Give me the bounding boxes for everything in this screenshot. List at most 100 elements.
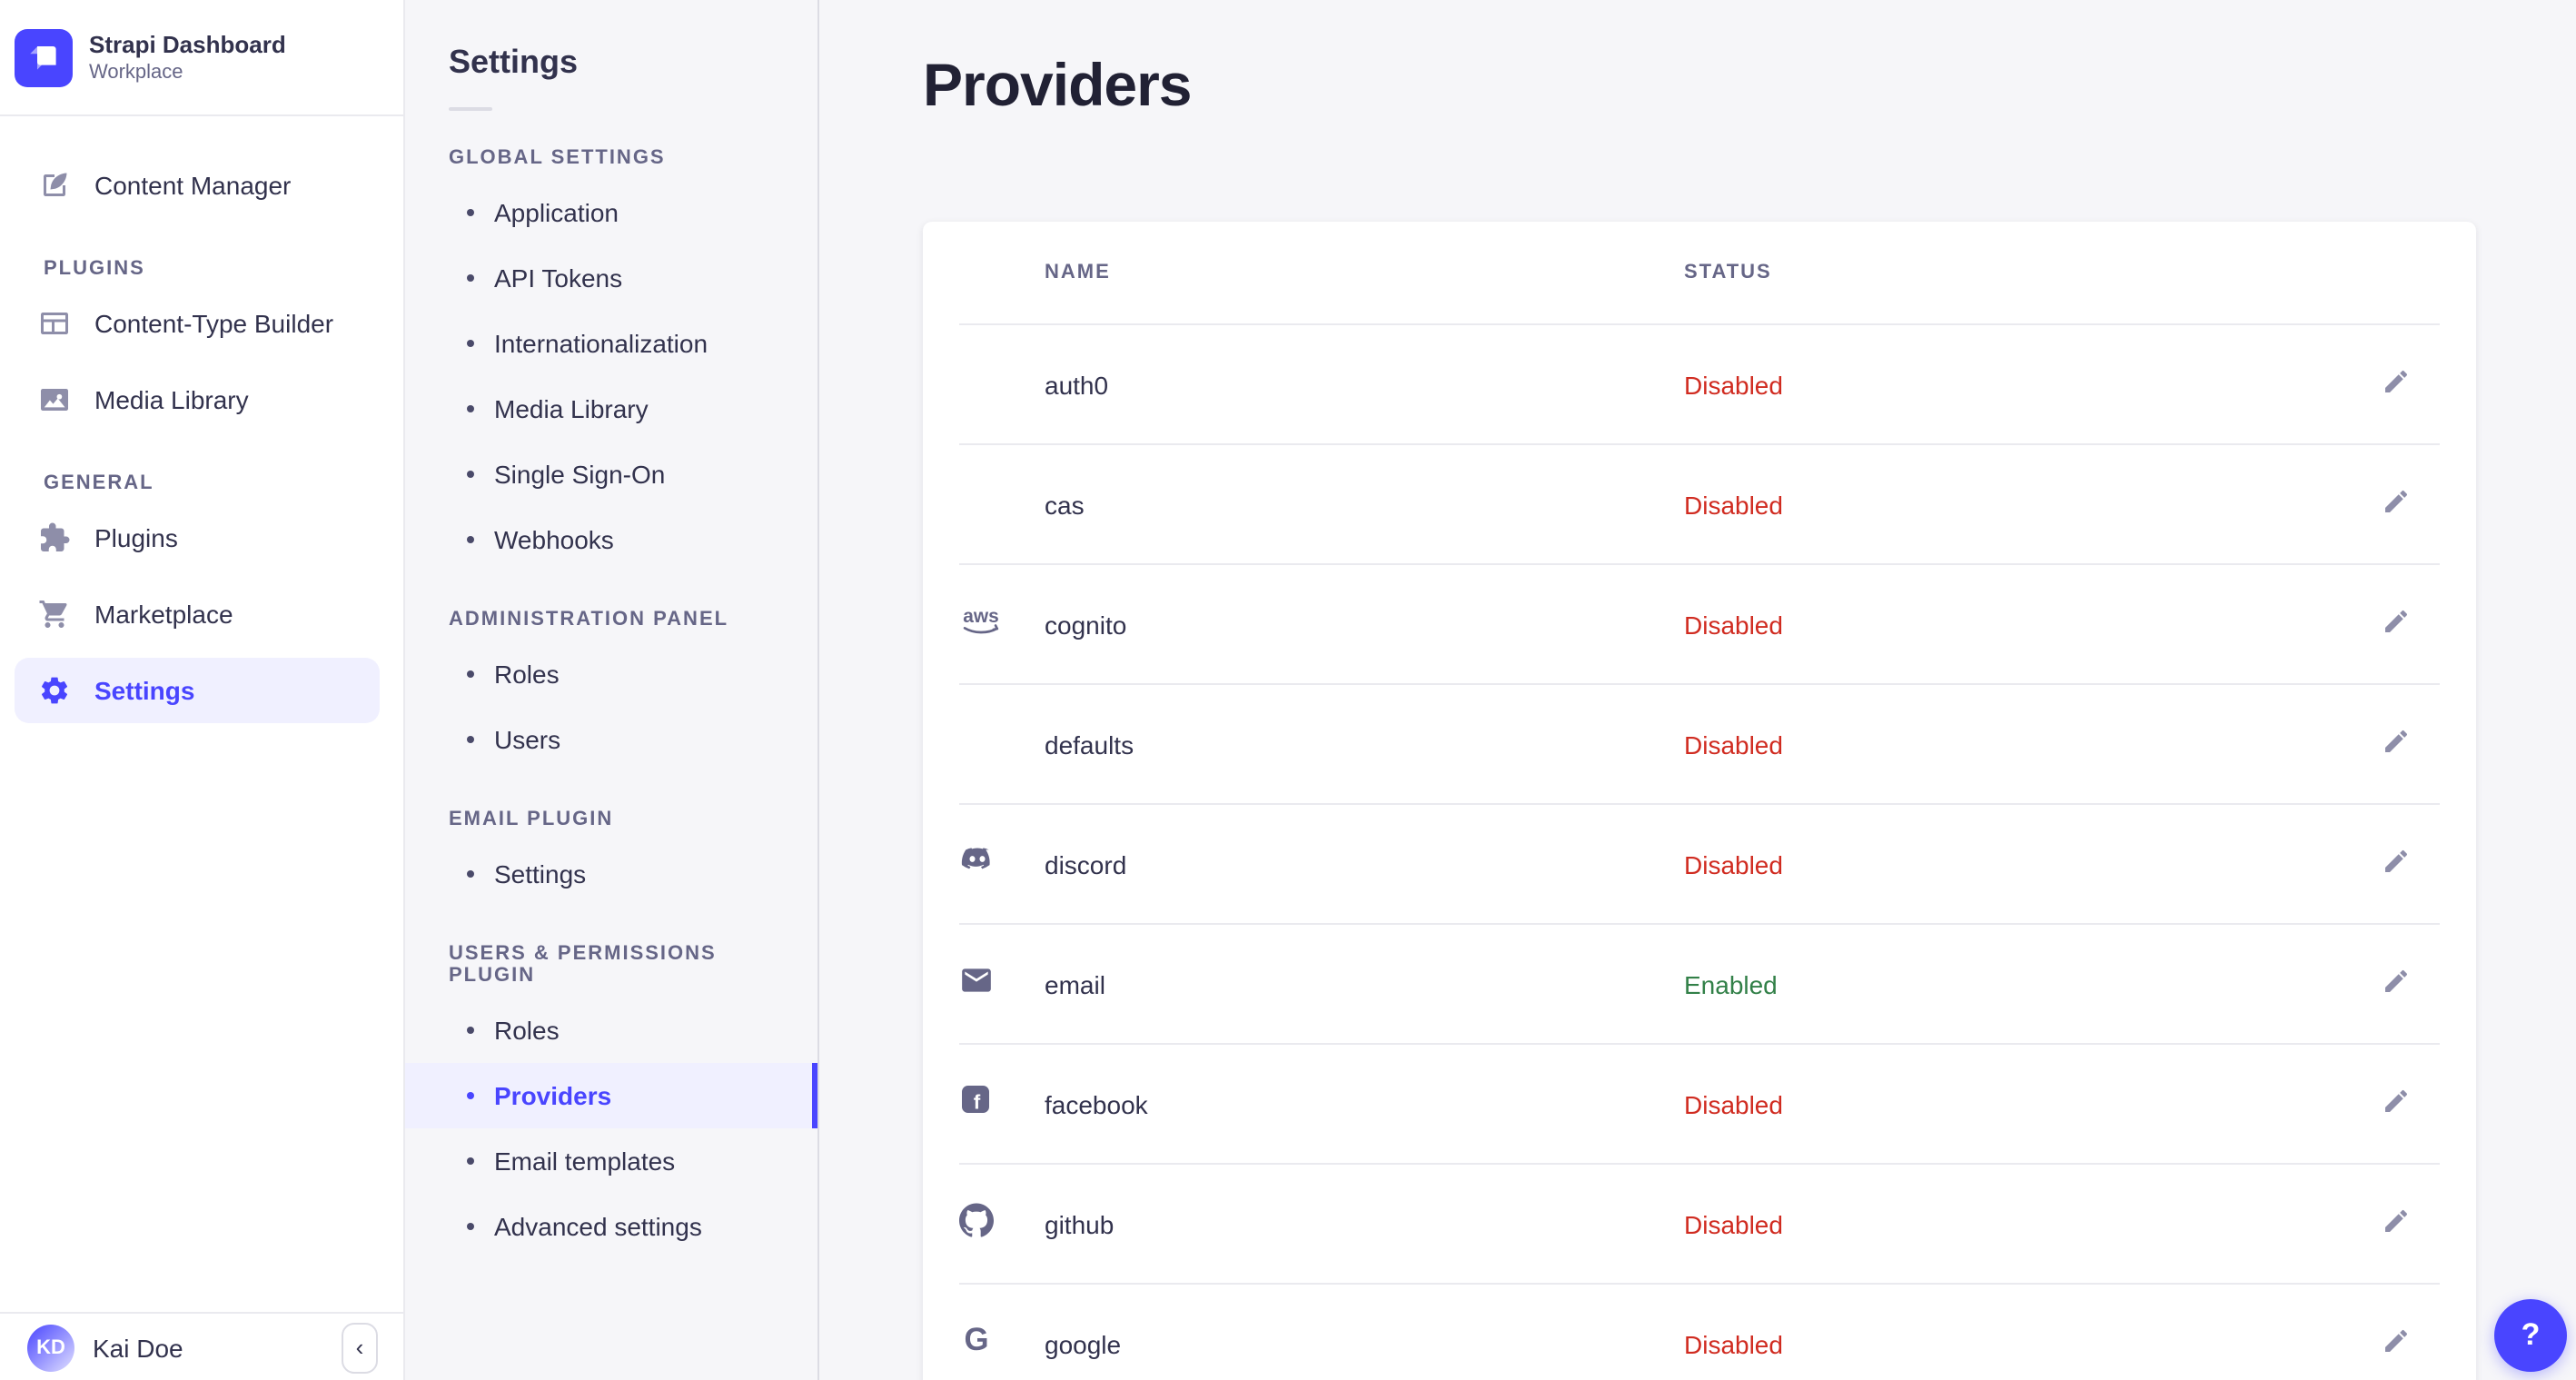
avatar: KD [27, 1324, 74, 1371]
subnav-section-label-global-settings: GLOBAL SETTINGS [449, 147, 666, 169]
table-row: cas Disabled [959, 443, 2440, 563]
provider-icon-cell: G [959, 1321, 1045, 1365]
provider-name: google [1045, 1329, 1122, 1358]
sidebar-item-label: Marketplace [94, 600, 233, 629]
status-badge: Enabled [1684, 969, 1778, 998]
sidebar-item-label: Settings [94, 676, 195, 705]
sidebar-section-label-plugins: PLUGINS [44, 258, 145, 280]
subnav-item-advanced-settings[interactable]: Advanced settings [405, 1194, 817, 1259]
sidebar-item-media-library[interactable]: Media Library [15, 367, 380, 432]
subnav-item-internationalization[interactable]: Internationalization [405, 311, 817, 376]
subnav-item-label: Roles [494, 660, 560, 689]
table-row: discord Disabled [959, 803, 2440, 923]
user-bar[interactable]: KD Kai Doe ‹ [0, 1312, 403, 1380]
table-row: f facebook Disabled [959, 1043, 2440, 1163]
edit-provider-button[interactable] [2367, 715, 2425, 773]
sidebar-item-content-manager[interactable]: Content Manager [15, 153, 380, 218]
edit-provider-button[interactable] [2367, 835, 2425, 893]
edit-provider-button[interactable] [2367, 475, 2425, 533]
edit-provider-button[interactable] [2367, 595, 2425, 653]
subnav-item-single-sign-on[interactable]: Single Sign-On [405, 442, 817, 507]
sidebar-item-marketplace[interactable]: Marketplace [15, 581, 380, 647]
svg-text:aws: aws [963, 605, 999, 626]
page-title: Providers [923, 51, 1193, 118]
table-row: github Disabled [959, 1163, 2440, 1283]
pencil-icon [2382, 1087, 2411, 1121]
pencil-icon [2382, 607, 2411, 641]
brand-header: Strapi Dashboard Workplace [0, 0, 403, 116]
sidebar-item-label: Media Library [94, 385, 249, 414]
subnav-item-email-templates[interactable]: Email templates [405, 1128, 817, 1194]
column-header-name: NAME [1045, 262, 1111, 283]
app-title: Strapi Dashboard [89, 31, 286, 58]
column-header-status: STATUS [1684, 262, 1772, 283]
sidebar-item-plugins[interactable]: Plugins [15, 505, 380, 571]
pencil-icon [2382, 967, 2411, 1001]
workspace-name: Workplace [89, 62, 183, 84]
main-sidebar: Strapi Dashboard Workplace Content Manag… [0, 0, 405, 1380]
status-badge: Disabled [1684, 370, 1783, 399]
plugins-icon [36, 520, 73, 556]
subnav-item-settings[interactable]: Settings [405, 841, 817, 907]
settings-subnav: Settings GLOBAL SETTINGS Application API T… [405, 0, 819, 1380]
table-header-row: NAME STATUS [959, 222, 2440, 323]
status-badge: Disabled [1684, 849, 1783, 879]
discord-icon [959, 841, 996, 887]
aws-icon: aws [959, 602, 1008, 646]
email-icon [959, 962, 994, 1006]
subnav-item-label: Users [494, 725, 561, 754]
provider-name: facebook [1045, 1089, 1148, 1118]
subnav-item-label: Application [494, 198, 619, 227]
provider-icon-cell: f [959, 1083, 1045, 1125]
subnav-item-media-library[interactable]: Media Library [405, 376, 817, 442]
subnav-item-label: API Tokens [494, 263, 623, 293]
subnav-item-providers[interactable]: Providers [405, 1063, 817, 1128]
sidebar-item-settings[interactable]: Settings [15, 658, 380, 723]
status-badge: Disabled [1684, 730, 1783, 759]
status-badge: Disabled [1684, 490, 1783, 519]
edit-provider-button[interactable] [2367, 1315, 2425, 1373]
help-button[interactable]: ? [2494, 1299, 2567, 1372]
subnav-sections: GLOBAL SETTINGS Application API Tokens Inte… [405, 147, 817, 1259]
table-row: aws cognito Disabled [959, 563, 2440, 683]
subnav-section-label-email-plugin: EMAIL PLUGIN [449, 809, 614, 830]
subnav-item-label: Single Sign-On [494, 460, 666, 489]
subnav-item-api-tokens[interactable]: API Tokens [405, 245, 817, 311]
subnav-section-label-administration-panel: ADMINISTRATION PANEL [449, 609, 729, 630]
pencil-icon [2382, 727, 2411, 761]
subnav-item-roles[interactable]: Roles [405, 998, 817, 1063]
media-library-icon [36, 382, 73, 418]
edit-provider-button[interactable] [2367, 355, 2425, 413]
subnav-item-label: Providers [494, 1081, 612, 1110]
subnav-item-webhooks[interactable]: Webhooks [405, 507, 817, 572]
edit-provider-button[interactable] [2367, 955, 2425, 1013]
subnav-section-label-users-permissions-plugin: USERS & PERMISSIONS PLUGIN [449, 943, 717, 987]
subnav-item-label: Email templates [494, 1147, 676, 1176]
subnav-divider [449, 107, 492, 111]
svg-text:G: G [964, 1322, 988, 1356]
provider-name: cognito [1045, 610, 1127, 639]
sidebar-sections: Content Manager PLUGINS Content-Type Build… [0, 116, 403, 1312]
question-mark-icon: ? [2521, 1317, 2541, 1352]
subnav-item-label: Webhooks [494, 525, 614, 554]
subnav-item-label: Advanced settings [494, 1212, 702, 1241]
subnav-item-users[interactable]: Users [405, 707, 817, 772]
status-badge: Disabled [1684, 1089, 1783, 1118]
provider-name: defaults [1045, 730, 1134, 759]
chevron-left-icon: ‹ [355, 1334, 364, 1361]
edit-provider-button[interactable] [2367, 1075, 2425, 1133]
sidebar-item-label: Content Manager [94, 171, 292, 200]
svg-text:f: f [974, 1091, 981, 1114]
edit-provider-button[interactable] [2367, 1195, 2425, 1253]
sidebar-item-label: Content-Type Builder [94, 309, 334, 338]
subnav-item-application[interactable]: Application [405, 180, 817, 245]
pencil-icon [2382, 1326, 2411, 1361]
sidebar-item-content-type-builder[interactable]: Content-Type Builder [15, 291, 380, 356]
collapse-sidebar-button[interactable]: ‹ [342, 1322, 378, 1373]
providers-table: auth0 Disabled cas Disabled aws cognito Disabl… [959, 323, 2440, 1380]
pencil-icon [2382, 1206, 2411, 1241]
subnav-item-roles[interactable]: Roles [405, 641, 817, 707]
subnav-item-label: Roles [494, 1016, 560, 1045]
providers-card: NAME STATUS auth0 Disabled cas Disabled aws c… [923, 222, 2476, 1380]
